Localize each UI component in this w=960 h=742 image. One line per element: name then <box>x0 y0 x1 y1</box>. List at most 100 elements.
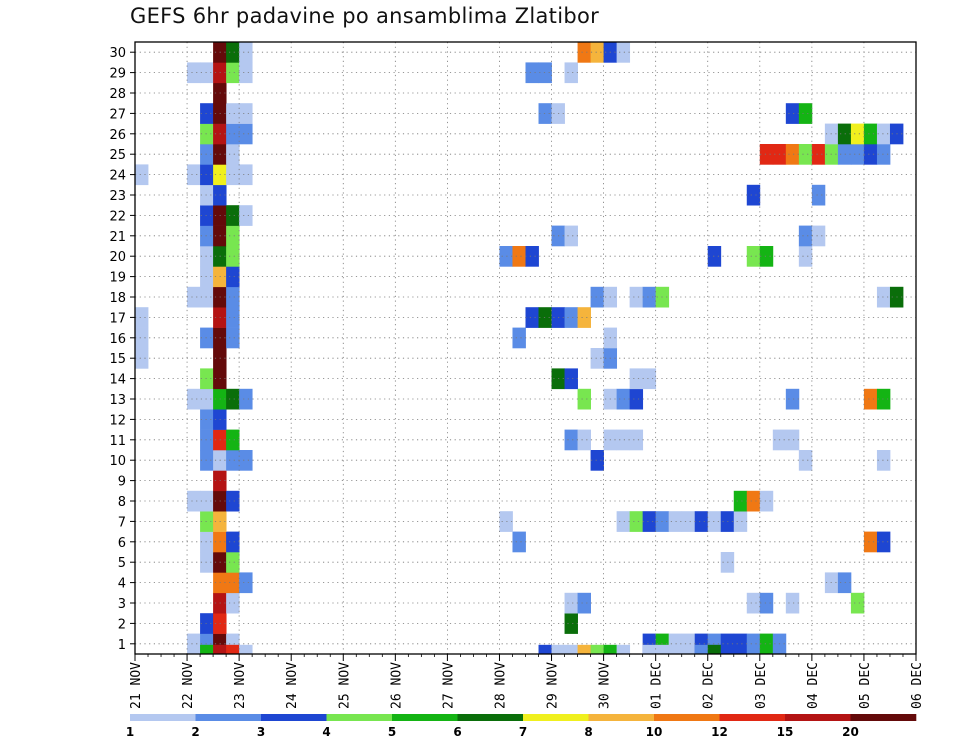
heatmap-cell <box>226 450 240 471</box>
heatmap-cell <box>200 246 214 267</box>
y-tick-label: 6 <box>118 536 126 551</box>
legend-label: 2 <box>191 725 199 739</box>
heatmap-cell <box>226 531 240 553</box>
heatmap-cell <box>746 490 761 512</box>
heatmap-cell <box>616 388 631 410</box>
heatmap-cell <box>785 429 800 451</box>
heatmap-cell <box>239 103 253 124</box>
legend-swatch <box>588 714 655 721</box>
y-tick-label: 22 <box>109 209 126 224</box>
heatmap-cell <box>239 164 253 186</box>
heatmap-cell <box>226 490 240 512</box>
y-tick-label: 12 <box>109 413 126 428</box>
heatmap-cell <box>226 246 240 267</box>
heatmap-cell <box>577 307 591 328</box>
heatmap-cell <box>200 450 214 471</box>
heatmap-cell <box>226 388 240 410</box>
heatmap-cell <box>226 42 240 63</box>
heatmap-cell <box>642 511 657 532</box>
heatmap-cell <box>512 327 526 349</box>
y-tick-label: 21 <box>109 230 126 245</box>
heatmap-cell <box>213 644 227 655</box>
heatmap-cell <box>512 531 526 553</box>
heatmap-cell <box>200 225 214 247</box>
heatmap-cell <box>629 511 644 532</box>
y-tick-label: 26 <box>109 128 126 143</box>
heatmap-cell <box>525 62 539 84</box>
heatmap-cell <box>135 348 149 369</box>
heatmap-cell <box>239 450 253 471</box>
heatmap-cell <box>681 633 696 655</box>
legend-swatch <box>457 714 524 721</box>
heatmap-cell <box>564 368 578 390</box>
x-tick-label: 02 DEC <box>702 662 717 709</box>
heatmap-cell <box>746 633 761 655</box>
heatmap-cell <box>694 644 709 655</box>
x-tick-label: 26 NOV <box>389 662 404 709</box>
heatmap-cell <box>590 348 604 369</box>
heatmap-cell <box>200 490 214 512</box>
x-tick-label: 06 DEC <box>910 662 925 709</box>
heatmap-cell <box>850 123 865 145</box>
y-tick-label: 1 <box>118 638 126 653</box>
heatmap-cell <box>200 205 214 226</box>
heatmap-cell <box>239 123 253 145</box>
y-tick-label: 19 <box>109 271 126 286</box>
heatmap-cell <box>642 644 657 655</box>
heatmap-cell <box>759 490 774 512</box>
heatmap-cell <box>226 429 240 451</box>
legend-swatch <box>850 714 917 721</box>
heatmap-cell <box>720 644 735 655</box>
heatmap-cell <box>200 511 214 532</box>
legend-swatch <box>523 714 589 721</box>
heatmap-cell <box>239 205 253 226</box>
heatmap-cell <box>200 123 214 145</box>
x-tick-label: 05 DEC <box>858 662 873 709</box>
heatmap-cell <box>590 450 604 471</box>
legend-swatch <box>785 714 851 721</box>
legend-label: 6 <box>453 725 461 739</box>
heatmap-cell <box>200 164 214 186</box>
heatmap-cell <box>499 246 513 267</box>
legend-label: 3 <box>257 725 265 739</box>
heatmap-cell <box>226 552 240 573</box>
heatmap-cell <box>681 511 696 532</box>
heatmap-cell <box>629 388 644 410</box>
heatmap-cell <box>226 286 240 308</box>
heatmap-cell <box>499 511 513 532</box>
heatmap-cell <box>642 368 657 390</box>
heatmap-cell <box>798 225 813 247</box>
heatmap-cell <box>200 552 214 573</box>
heatmap-cell <box>226 225 240 247</box>
x-tick-label: 03 DEC <box>754 662 769 709</box>
heatmap-cell <box>200 103 214 124</box>
y-tick-label: 2 <box>118 617 126 632</box>
heatmap-cell <box>811 144 826 165</box>
heatmap-cell <box>226 123 240 145</box>
y-tick-label: 14 <box>109 373 126 388</box>
heatmap-cell <box>239 62 253 84</box>
x-tick-label: 30 NOV <box>598 662 613 709</box>
heatmap-cell <box>200 388 214 410</box>
heatmap-cell <box>850 592 865 614</box>
heatmap-cell <box>733 490 748 512</box>
heatmap-cell <box>785 144 800 165</box>
y-tick-label: 5 <box>118 556 126 571</box>
y-tick-label: 8 <box>118 495 126 510</box>
heatmap-cell <box>577 429 591 451</box>
y-tick-label: 11 <box>109 434 126 449</box>
heatmap-cell <box>538 644 552 655</box>
heatmap-cell <box>616 644 631 655</box>
x-tick-label: 01 DEC <box>650 662 665 709</box>
heatmap-cell <box>564 613 578 634</box>
heatmap-cell <box>577 592 591 614</box>
heatmap-cell <box>564 62 578 84</box>
heatmap-cell <box>187 490 201 512</box>
heatmap-cell <box>590 286 604 308</box>
heatmap-cell <box>538 62 552 84</box>
heatmap-cell <box>577 644 591 655</box>
heatmap-cell <box>200 266 214 288</box>
heatmap-cell <box>200 327 214 349</box>
heatmap-cell <box>616 42 631 63</box>
